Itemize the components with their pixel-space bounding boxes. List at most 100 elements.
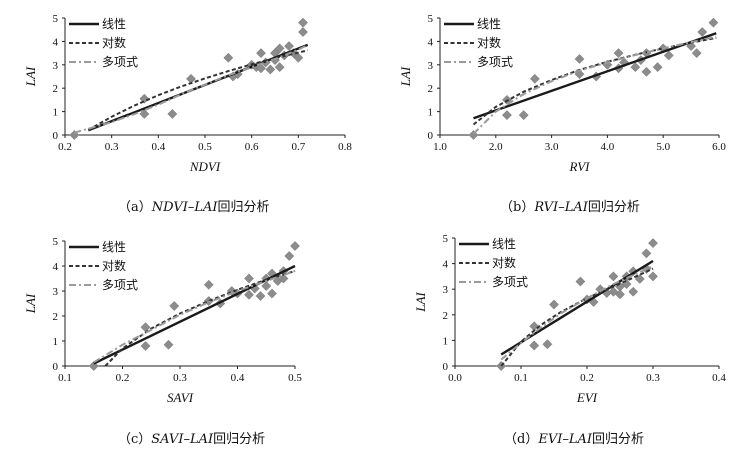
fit-line-a-1: [87, 49, 308, 131]
legend-label-c-2: 多项式: [102, 278, 138, 292]
data-point-c-4: [169, 301, 180, 311]
data-point-c-3: [163, 339, 174, 350]
caption-c-suffix: 回归分析: [213, 432, 266, 447]
data-point-b-21: [697, 27, 708, 37]
legend-label-d-0: 线性: [492, 237, 516, 251]
y-tick-label-a-5: 5: [53, 13, 59, 25]
data-point-d-5: [575, 276, 586, 287]
data-point-c-0: [88, 361, 99, 371]
fit-line-d-2: [500, 265, 654, 361]
y-tick-label-a-4: 4: [53, 36, 59, 48]
data-point-d-2: [529, 340, 540, 351]
chart-panel-a: 0.2 0.3 0.4 0.5 0.6 0.7 0.8 0 1 2 3 4 5 NDVI LAI 线性 对数 多项…: [0, 0, 374, 226]
caption-a-dash: –: [187, 200, 195, 215]
y-tick-label-b-3: 3: [428, 60, 434, 72]
x-tick-label-c-3: 0.4: [231, 372, 245, 384]
data-point-c-16: [267, 288, 277, 299]
caption-b-suffix: 回归分析: [587, 200, 640, 215]
x-tick-label-b-1: 2.0: [489, 141, 503, 153]
data-point-a-5: [223, 52, 234, 63]
chart-panel-d: 0.0 0.1 0.2 0.3 0.4 0 1 2 3 4 5 EVI LAI 线性 对数 多项式 （d）EV…: [374, 226, 747, 452]
x-axis-label-b: RVI: [569, 159, 591, 174]
caption-b-index: RVI: [534, 200, 559, 215]
y-tick-label-c-3: 3: [53, 286, 59, 298]
y-tick-label-a-3: 3: [53, 60, 59, 72]
data-point-c-10: [244, 273, 254, 284]
x-tick-label-a-6: 0.8: [338, 141, 352, 153]
y-tick-label-c-1: 1: [53, 336, 59, 348]
data-point-a-21: [293, 52, 304, 63]
data-point-b-3: [518, 110, 529, 121]
data-point-d-4: [549, 299, 559, 310]
caption-c-prefix: （c）: [118, 432, 152, 447]
data-point-b-11: [619, 57, 630, 68]
data-point-b-2: [502, 110, 512, 121]
caption-b: （b）RVI–LAI回归分析: [500, 196, 640, 215]
caption-d: （d）EVI–LAI回归分析: [504, 428, 644, 447]
legend-label-c-1: 对数: [102, 258, 126, 273]
x-tick-label-b-3: 4.0: [601, 141, 615, 153]
legend-label-a-1: 对数: [102, 35, 126, 50]
y-tick-label-a-1: 1: [53, 107, 59, 119]
y-tick-label-d-1: 1: [443, 335, 449, 347]
caption-c-dash: –: [183, 432, 190, 447]
y-tick-label-b-0: 0: [428, 130, 434, 142]
data-point-a-13: [265, 64, 276, 75]
y-tick-label-d-0: 0: [443, 361, 449, 373]
data-point-d-22: [648, 238, 658, 249]
y-axis-label-b: LAI: [398, 66, 413, 87]
caption-d-index: EVI: [538, 432, 563, 447]
y-tick-label-c-4: 4: [53, 261, 59, 273]
y-tick-label-d-5: 5: [443, 233, 449, 245]
y-tick-label-d-2: 2: [443, 310, 449, 322]
caption-a-suffix: 回归分析: [217, 200, 270, 215]
data-point-b-19: [686, 41, 697, 52]
data-point-a-23: [298, 17, 308, 28]
fit-line-a-2: [74, 44, 309, 134]
data-point-a-4: [186, 73, 196, 84]
x-tick-label-a-2: 0.4: [151, 141, 165, 153]
legend-label-b-1: 对数: [477, 35, 501, 50]
y-tick-label-b-5: 5: [428, 13, 434, 25]
chart-svg-a: 0.2 0.3 0.4 0.5 0.6 0.7 0.8 0 1 2 3 4 5 NDVI LAI 线性对数多项…: [23, 13, 352, 174]
y-tick-label-c-2: 2: [53, 311, 59, 323]
fit-line-b-1: [472, 36, 717, 126]
y-tick-label-c-5: 5: [53, 236, 59, 248]
data-point-b-20: [691, 48, 702, 59]
data-point-d-13: [615, 289, 625, 300]
data-point-b-14: [641, 66, 652, 77]
data-point-d-21: [648, 271, 658, 282]
legend-label-b-0: 线性: [477, 17, 501, 31]
fit-line-b-2: [472, 35, 717, 135]
data-point-a-16: [274, 62, 285, 73]
x-tick-label-c-1: 0.2: [116, 372, 130, 384]
data-point-c-13: [255, 291, 266, 301]
data-point-a-11: [256, 63, 266, 74]
x-tick-label-d-3: 0.3: [646, 372, 660, 384]
x-tick-label-b-5: 6.0: [712, 141, 726, 153]
x-tick-label-c-4: 0.5: [288, 372, 302, 384]
y-axis-label-d: LAI: [413, 292, 428, 313]
data-point-d-10: [608, 271, 619, 282]
data-point-a-10: [256, 48, 266, 59]
data-point-c-21: [284, 251, 295, 261]
data-point-c-11: [244, 289, 254, 300]
legend-label-a-2: 多项式: [102, 55, 138, 69]
data-point-a-3: [167, 108, 178, 119]
chart-panel-b: 1.0 2.0 3.0 4.0 5.0 6.0 0 1 2 3 4 5 RVI LAI 线性 对数 多项式 （b…: [374, 0, 747, 226]
data-point-c-2: [140, 341, 151, 351]
caption-c-lai: LAI: [189, 432, 214, 447]
legend-label-d-2: 多项式: [492, 275, 528, 289]
x-tick-label-a-5: 0.7: [291, 141, 305, 153]
x-tick-label-b-4: 5.0: [656, 141, 670, 153]
x-axis-label-d: EVI: [576, 390, 598, 405]
caption-d-suffix: 回归分析: [592, 432, 645, 447]
caption-d-prefix: （d）: [504, 432, 539, 447]
caption-c-index: SAVI: [151, 432, 184, 447]
data-point-a-22: [298, 27, 308, 37]
data-point-b-10: [613, 48, 624, 59]
data-point-d-16: [628, 286, 639, 297]
caption-b-prefix: （b）: [500, 200, 535, 215]
